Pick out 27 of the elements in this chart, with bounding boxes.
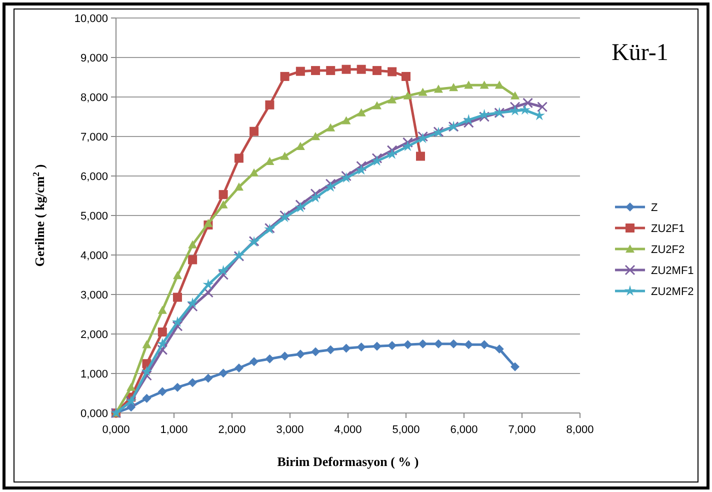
y-tick-label: 1,000: [80, 368, 108, 380]
x-tick-label: 2,000: [218, 424, 246, 436]
y-tick-label: 8,000: [80, 92, 108, 104]
x-axis-title: Birim Deformasyon ( % ): [277, 454, 419, 469]
y-tick-label: 5,000: [80, 210, 108, 222]
x-tick-label: 8,000: [566, 424, 594, 436]
x-tick-label: 0,000: [102, 424, 130, 436]
x-tick-label: 6,000: [450, 424, 478, 436]
legend-label: Z: [651, 202, 658, 214]
y-tick-label: 7,000: [80, 132, 108, 144]
x-tick-label: 1,000: [160, 424, 188, 436]
x-tick-label: 7,000: [508, 424, 536, 436]
y-tick-label: 6,000: [80, 171, 108, 183]
y-tick-label: 3,000: [80, 290, 108, 302]
y-tick-label: 4,000: [80, 250, 108, 262]
x-tick-label: 5,000: [392, 424, 420, 436]
y-tick-label: 2,000: [80, 329, 108, 341]
legend-label: ZU2MF2: [651, 286, 694, 298]
text: Kür-1: [612, 40, 668, 66]
legend-label: ZU2F1: [651, 223, 685, 235]
x-tick-label: 4,000: [334, 424, 362, 436]
y-tick-label: 10,000: [74, 13, 108, 25]
x-tick-label: 3,000: [276, 424, 304, 436]
legend-label: ZU2MF1: [651, 265, 694, 277]
y-tick-label: 9,000: [80, 52, 108, 64]
y-tick-label: 0,000: [80, 408, 108, 420]
legend-label: ZU2F2: [651, 244, 685, 256]
